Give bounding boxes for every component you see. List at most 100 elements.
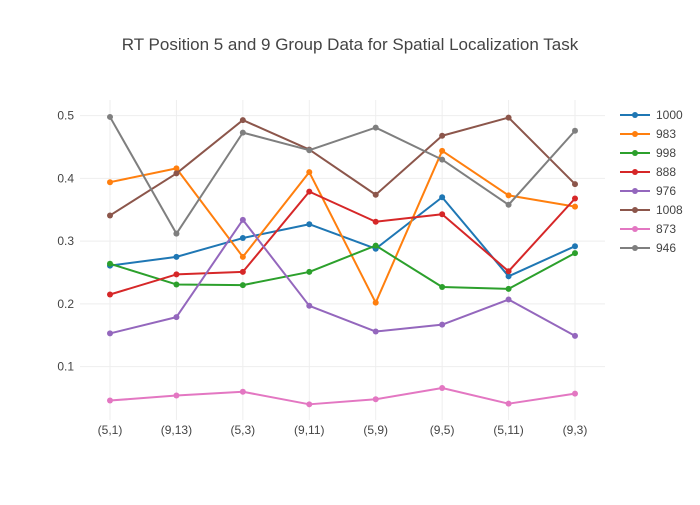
- data-point: [505, 296, 512, 303]
- data-point: [439, 283, 446, 290]
- legend-swatch-marker: [632, 207, 638, 213]
- series-1008: [107, 114, 578, 219]
- data-point: [439, 156, 446, 163]
- legend-swatch-marker: [632, 226, 638, 232]
- legend-swatch-marker: [632, 245, 638, 251]
- legend: 1000 983 998 888 976 1008 873 946: [620, 108, 683, 255]
- legend-label: 873: [656, 222, 676, 236]
- chart-title: RT Position 5 and 9 Group Data for Spati…: [122, 35, 579, 54]
- data-point: [372, 242, 379, 249]
- data-point: [505, 114, 512, 121]
- legend-swatch-marker: [632, 150, 638, 156]
- data-point: [173, 230, 180, 237]
- legend-item[interactable]: 873: [620, 222, 676, 236]
- data-point: [306, 268, 313, 275]
- data-point: [306, 221, 313, 228]
- data-point: [173, 170, 180, 177]
- series-line: [109, 218, 576, 337]
- data-point: [173, 165, 180, 172]
- data-point: [505, 273, 512, 280]
- series-line: [109, 116, 576, 235]
- data-point: [306, 188, 313, 195]
- data-point: [439, 321, 446, 328]
- y-axis-ticks: 0.1 0.2 0.3 0.4 0.5: [57, 109, 74, 374]
- data-point: [107, 291, 113, 298]
- data-point: [239, 388, 246, 395]
- legend-label: 1000: [656, 108, 683, 122]
- legend-item[interactable]: 888: [620, 165, 676, 179]
- legend-swatch-marker: [632, 188, 638, 194]
- data-point: [372, 218, 379, 225]
- legend-item[interactable]: 946: [620, 241, 676, 255]
- data-point: [572, 390, 578, 397]
- y-tick-label: 0.3: [57, 234, 74, 248]
- data-point: [372, 396, 379, 403]
- series-line: [109, 116, 576, 217]
- data-point: [572, 195, 578, 202]
- data-point: [439, 132, 446, 139]
- data-point: [107, 397, 113, 404]
- data-point: [505, 400, 512, 407]
- data-point: [107, 179, 113, 186]
- y-tick-label: 0.4: [57, 171, 74, 185]
- legend-label: 976: [656, 184, 676, 198]
- x-tick-label: (5,3): [231, 423, 256, 437]
- x-tick-label: (5,1): [98, 423, 123, 437]
- data-point: [306, 401, 313, 408]
- series-888: [107, 188, 578, 298]
- data-point: [239, 117, 246, 124]
- data-point: [306, 302, 313, 309]
- legend-item[interactable]: 1000: [620, 108, 683, 122]
- data-point: [173, 271, 180, 278]
- y-tick-label: 0.1: [57, 360, 74, 374]
- series-line: [109, 387, 576, 406]
- data-point: [372, 124, 379, 131]
- data-point: [306, 169, 313, 176]
- data-point: [239, 129, 246, 136]
- legend-swatch-marker: [632, 169, 638, 175]
- x-tick-label: (9,11): [294, 423, 324, 437]
- x-axis-ticks: (5,1) (9,13) (5,3) (9,11) (5,9) (9,5) (5,11) (9…: [98, 423, 588, 437]
- data-point: [505, 192, 512, 199]
- data-point: [439, 194, 446, 201]
- series-line: [109, 149, 576, 304]
- data-point: [107, 212, 113, 219]
- data-point: [239, 282, 246, 289]
- x-tick-label: (9,3): [563, 423, 588, 437]
- data-point: [439, 147, 446, 154]
- data-point: [239, 235, 246, 242]
- series-873: [107, 385, 578, 408]
- data-point: [505, 201, 512, 208]
- data-point: [572, 127, 578, 134]
- data-point: [572, 332, 578, 339]
- series-lines: [107, 113, 578, 408]
- data-point: [306, 147, 313, 154]
- data-point: [173, 281, 180, 288]
- legend-item[interactable]: 998: [620, 146, 676, 160]
- data-point: [372, 328, 379, 335]
- data-point: [505, 285, 512, 292]
- data-point: [107, 260, 113, 267]
- series-976: [107, 216, 578, 339]
- y-tick-label: 0.5: [57, 109, 74, 123]
- legend-label: 946: [656, 241, 676, 255]
- legend-label: 1008: [656, 203, 683, 217]
- legend-item[interactable]: 1008: [620, 203, 683, 217]
- series-983: [107, 147, 578, 306]
- x-tick-label: (5,11): [493, 423, 523, 437]
- data-point: [173, 253, 180, 260]
- data-point: [107, 113, 113, 120]
- legend-item[interactable]: 976: [620, 184, 676, 198]
- series-998: [107, 242, 578, 292]
- y-tick-label: 0.2: [57, 297, 74, 311]
- x-tick-label: (5,9): [363, 423, 388, 437]
- legend-label: 983: [656, 127, 676, 141]
- data-point: [572, 181, 578, 188]
- data-point: [439, 211, 446, 218]
- legend-item[interactable]: 983: [620, 127, 676, 141]
- series-946: [107, 113, 578, 237]
- data-point: [173, 392, 180, 399]
- data-point: [572, 203, 578, 210]
